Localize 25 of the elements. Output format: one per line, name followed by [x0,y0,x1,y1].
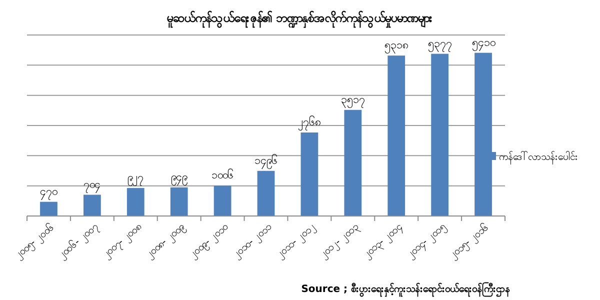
data-label: ၃၅၁၇ [340,92,365,108]
bar [474,52,492,216]
bar [170,187,188,216]
data-label: ၉၄၉ [171,170,188,186]
data-label: ၄၇၀ [40,184,58,200]
data-label: ၁၀၀၆ [212,168,234,182]
bar [126,188,144,216]
bar [431,54,449,216]
bar [300,132,318,216]
legend-label: ကန်ဒေါ်လာသန်းပေါင်း [499,150,578,165]
bar [83,194,101,216]
data-label: ၇၀၄ [84,178,101,193]
data-label: ၉၂၇ [128,171,144,186]
data-label: ၅၃၁၈ [384,38,408,54]
bar [388,56,406,216]
data-label: ၅၄၁၀ [472,36,495,51]
data-label: ၅၃၇၇ [428,36,452,52]
bar [40,202,58,216]
data-label: ၂၇၆၈ [298,116,321,130]
bar [257,170,275,216]
data-label: ၁၄၉၆ [254,154,278,169]
chart-title: မူဆယ်ကုန်သွယ်ရေးဇုန်၏ ဘဏ္ဍာနှစ်အလိုက်ကုန်သွယ်မှုပမာဏများ [166,9,434,29]
bar [344,110,362,216]
source-note: Source ; စီးပွားရေးနှင့်ကူးသန်းရောင်းဝယ်ရေးဝန်ကြီးဌာန [301,281,510,298]
bar [214,186,232,216]
